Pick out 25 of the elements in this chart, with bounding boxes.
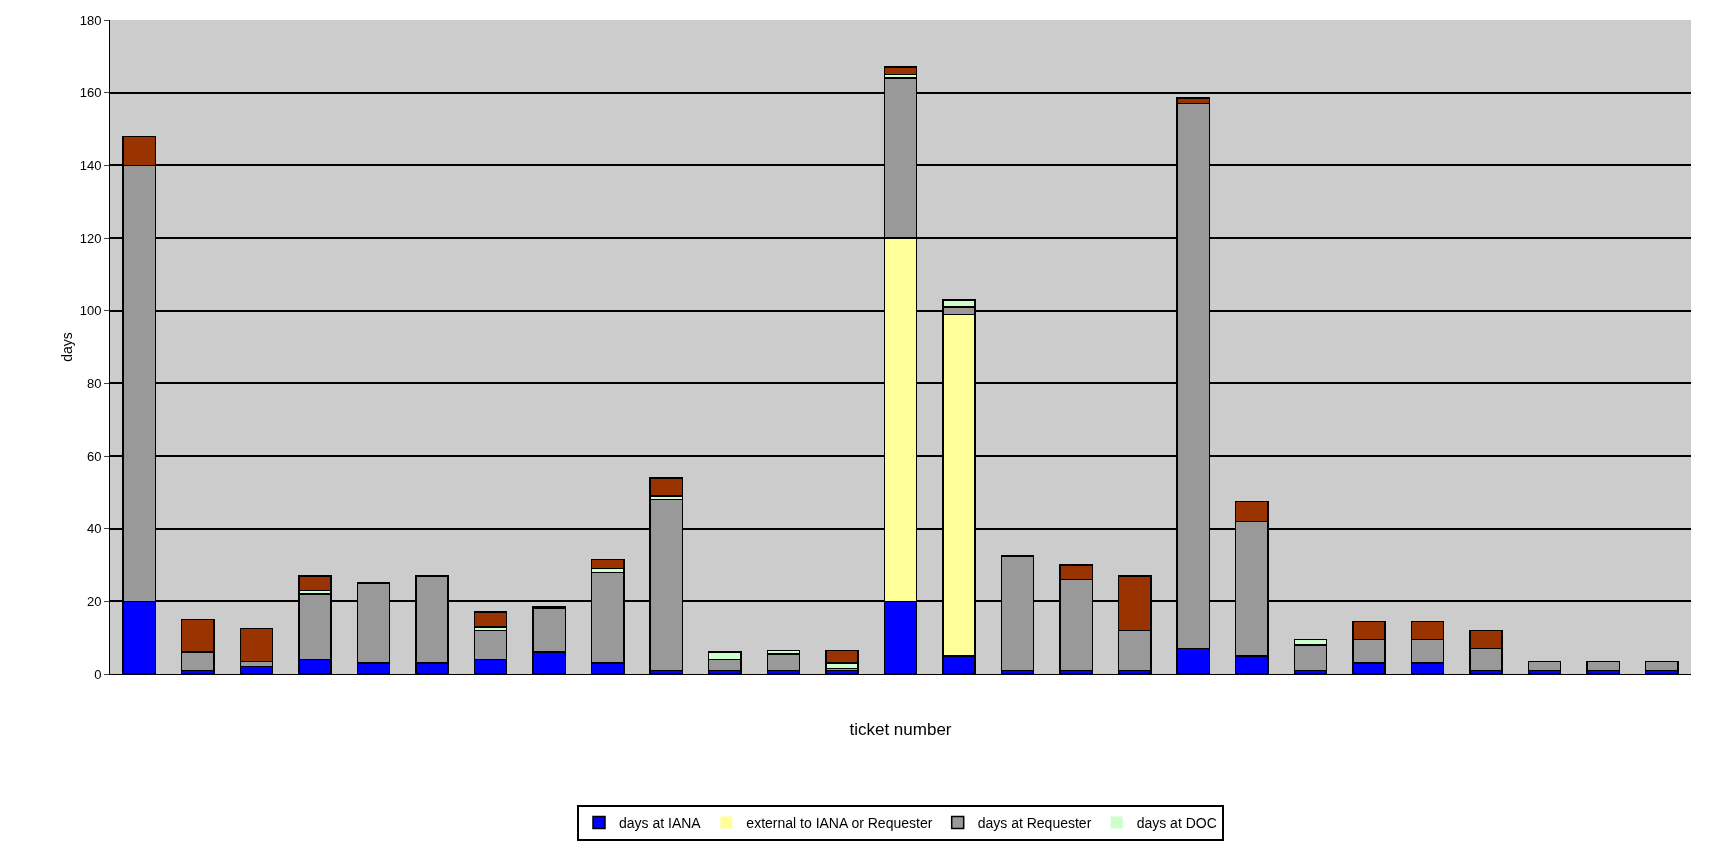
bar xyxy=(1586,660,1621,672)
x-axis-title: ticket number xyxy=(849,720,952,739)
y-tick-label: 0 xyxy=(94,666,102,682)
bar xyxy=(649,477,684,497)
y-tick-label: 20 xyxy=(86,593,102,609)
legend-label: days at IANA xyxy=(619,814,702,831)
legend-label: days at Requester xyxy=(977,814,1092,831)
bar xyxy=(1527,660,1562,672)
y-tick-label: 60 xyxy=(86,448,102,464)
y-tick-label: 80 xyxy=(86,375,102,391)
legend-label: days at DOC xyxy=(1136,814,1217,831)
bar xyxy=(590,558,625,570)
y-tick-label: 160 xyxy=(79,85,102,101)
bar xyxy=(298,575,332,592)
y-tick-label: 40 xyxy=(86,521,102,537)
y-tick-label: 180 xyxy=(79,12,102,28)
bar xyxy=(473,611,508,628)
legend-label: external to IANA or Requester xyxy=(746,814,933,831)
bar xyxy=(1644,660,1679,672)
bar xyxy=(883,66,918,76)
y-tick-label: 140 xyxy=(79,157,102,173)
bar xyxy=(239,627,274,663)
y-tick-label: 120 xyxy=(79,230,102,246)
y-tick-label: 100 xyxy=(79,303,102,319)
y-axis-title: days xyxy=(59,332,75,362)
